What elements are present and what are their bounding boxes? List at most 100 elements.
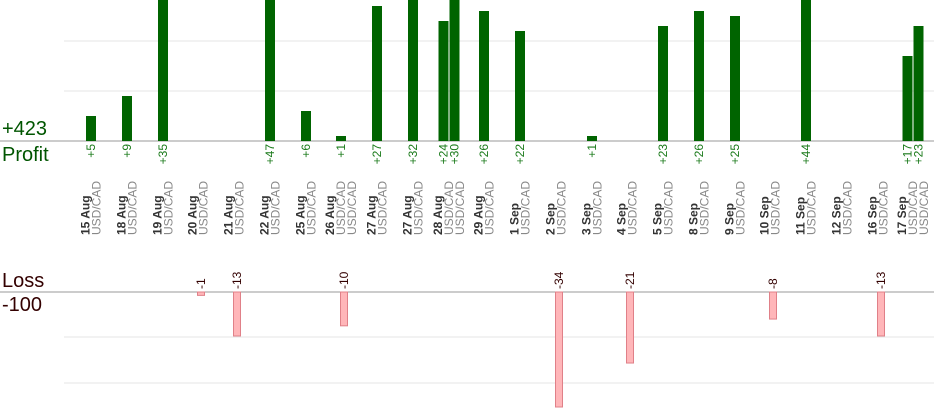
profit-value-label: +32 [406, 144, 420, 165]
profit-bar [301, 111, 311, 141]
date-label: 9 Sep [723, 203, 737, 235]
profit-value-label: +1 [334, 144, 348, 158]
profit-value-label: +35 [156, 144, 170, 165]
loss-bar [555, 291, 563, 408]
profit-bar [694, 11, 704, 141]
profit-total: +423 [2, 118, 48, 140]
pair-label: USD/CAD [769, 181, 783, 235]
date-label: 27 Aug [401, 195, 415, 235]
profit-label: Profit [2, 144, 49, 166]
profit-bar [449, 0, 460, 141]
date-label: 11 Sep [794, 197, 808, 235]
date-label: 29 Aug [472, 195, 486, 235]
loss-bar [769, 291, 777, 320]
loss-total: -100 [2, 294, 43, 316]
profit-value-label: +23 [656, 144, 670, 165]
pair-label: USD/CAD [483, 181, 497, 235]
loss-value-label: -13 [230, 271, 244, 289]
loss-bar [877, 291, 885, 337]
profit-value-label: +1 [585, 144, 599, 158]
profit-bar [587, 136, 597, 141]
loss-bar [233, 291, 241, 337]
pair-label: USD/CAD [412, 181, 426, 235]
profit-bar [158, 0, 168, 141]
loss-value-label: -10 [337, 271, 351, 289]
loss-value-label: -8 [766, 278, 780, 289]
profit-bar [730, 16, 740, 141]
date-label: 28 Aug [431, 195, 445, 235]
date-label: 25 Aug [294, 195, 308, 235]
profit-bar [801, 0, 811, 141]
profit-bar [408, 0, 418, 141]
profit-bar [913, 26, 924, 141]
date-label: 1 Sep [508, 203, 522, 235]
pair-label: USD/CAD [626, 181, 640, 235]
pair-label: USD/CAD [162, 181, 176, 235]
profit-value-label: +24 [437, 144, 451, 165]
pair-label: USD/CAD [841, 181, 855, 235]
loss-value-label: -21 [623, 271, 637, 289]
profit-bar [265, 0, 275, 141]
profit-value-label: +17 [901, 144, 915, 165]
profit-bar [658, 26, 668, 141]
pair-label: USD/CAD [877, 181, 891, 235]
date-label: 27 Aug [365, 195, 379, 235]
date-label: 22 Aug [258, 195, 272, 235]
date-label: 12 Sep [830, 196, 844, 235]
loss-value-label: -34 [552, 271, 566, 289]
date-label: 8 Sep [687, 203, 701, 235]
loss-bar [197, 291, 205, 296]
profit-value-label: +9 [120, 144, 134, 158]
pair-label: USD/CAD [305, 181, 319, 235]
profit-bar [479, 11, 489, 141]
pair-label: USD/CAD [90, 181, 104, 235]
date-label: 20 Aug [186, 195, 200, 235]
pair-label: USD/CAD [269, 181, 283, 235]
loss-bar [340, 291, 348, 327]
pair-label: USD/CAD [345, 181, 359, 235]
pair-label: USD/CAD [519, 181, 533, 235]
pair-label: USD/CAD [334, 181, 348, 235]
profit-value-label: +23 [912, 144, 926, 165]
pair-label: USD/CAD [197, 181, 211, 235]
loss-value-label: -1 [194, 278, 208, 289]
pair-label: USD/CAD [442, 181, 456, 235]
profit-value-label: +44 [799, 144, 813, 165]
date-label: 3 Sep [580, 203, 594, 235]
pair-label: USD/CAD [698, 181, 712, 235]
date-label: 10 Sep [758, 196, 772, 235]
pair-label: USD/CAD [233, 181, 247, 235]
pair-label: USD/CAD [917, 181, 931, 235]
profit-bar [438, 21, 449, 141]
profit-bar [86, 116, 96, 141]
loss-label: Loss [2, 270, 45, 292]
profit-value-label: +5 [84, 144, 98, 158]
date-label: 15 Aug [79, 195, 93, 235]
pair-label: USD/CAD [453, 181, 467, 235]
profit-bar [336, 136, 346, 141]
profit-value-label: +25 [728, 144, 742, 165]
profit-value-label: +26 [477, 144, 491, 165]
pair-label: USD/CAD [734, 181, 748, 235]
pair-label: USD/CAD [376, 181, 390, 235]
pair-label: USD/CAD [591, 181, 605, 235]
loss-value-label: -13 [874, 271, 888, 289]
profit-value-label: +27 [370, 144, 384, 165]
profit-value-label: +22 [513, 144, 527, 165]
pair-label: USD/CAD [126, 181, 140, 235]
pair-label: USD/CAD [555, 181, 569, 235]
loss-bar [626, 291, 634, 364]
profit-bar [515, 31, 525, 141]
date-label: 19 Aug [151, 195, 165, 235]
date-label: 21 Aug [222, 195, 236, 235]
date-label: 16 Sep [866, 196, 880, 235]
profit-bar [902, 56, 913, 141]
profit-value-label: +47 [263, 144, 277, 165]
profit-value-label: +26 [692, 144, 706, 165]
pair-label: USD/CAD [906, 181, 920, 235]
date-label: 18 Aug [115, 195, 129, 235]
date-label: 4 Sep [615, 203, 629, 235]
profit-bar [122, 96, 132, 141]
date-label: 26 Aug [323, 195, 337, 235]
